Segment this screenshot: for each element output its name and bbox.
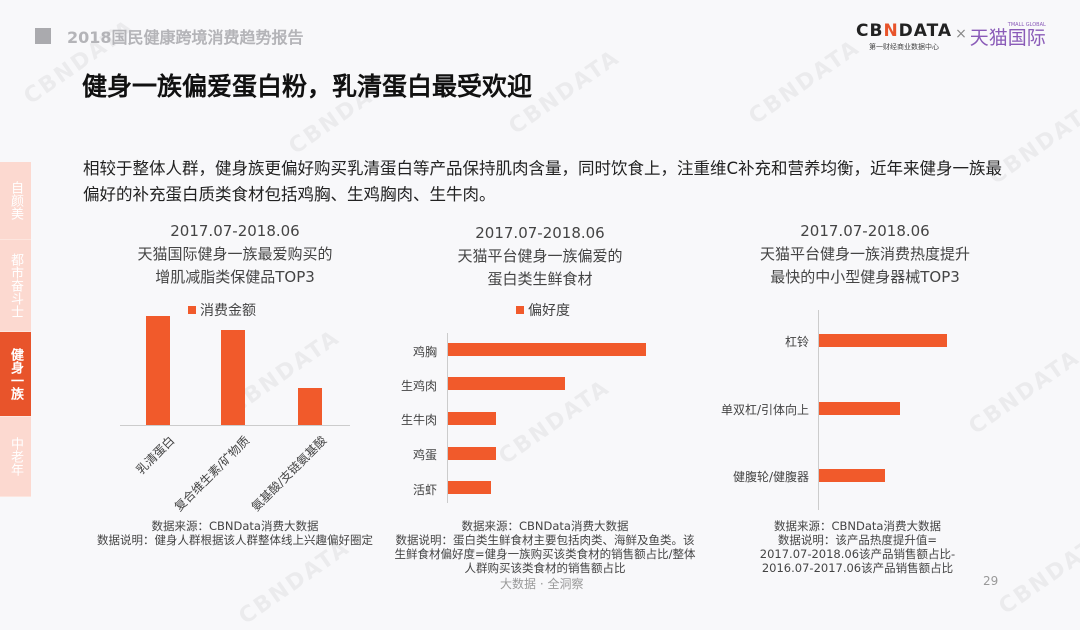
watermark: CBNDATA [234, 535, 355, 630]
chart1-title: 2017.07-2018.06 天猫国际健身一族最爱购买的 增肌减脂类保健品TO… [137, 222, 333, 286]
chart2-y-axis [447, 333, 448, 503]
chart2-legend: 偏好度 [516, 300, 570, 320]
sidenav-item-jianshen[interactable]: 健身一族 [0, 332, 31, 417]
chart3-ylabel-1: 单双杠/引体向上 [720, 403, 809, 417]
sidenav-item-ziyanmei[interactable]: 自颜美 [0, 162, 31, 240]
sidenav-item-dushi[interactable]: 都市奋斗士 [0, 240, 31, 332]
chart2-ylabel-4: 活虾 [412, 483, 437, 497]
section-sidenav: 自颜美 都市奋斗士 健身一族 中老年 [0, 162, 31, 497]
chart2-bar-2 [448, 412, 496, 425]
watermark: CBNDATA [964, 345, 1080, 440]
chart2-bar-0 [448, 343, 646, 356]
watermark: CBNDATA [994, 525, 1080, 620]
cbndata-logo: CBNDATA 第一财经商业数据中心 [856, 21, 953, 51]
header-square-icon [35, 28, 51, 44]
chart2-ylabel-0: 鸡胸 [412, 345, 437, 359]
sidenav-item-zhonglaonian[interactable]: 中老年 [0, 417, 31, 497]
chart3-ylabel-0: 杠铃 [784, 335, 809, 349]
chart1-bar-2 [298, 388, 322, 425]
chart1-legend: 消费金额 [188, 300, 256, 320]
chart1-xlabel-0: 乳清蛋白 [133, 433, 178, 478]
chart2-ylabel-3: 鸡蛋 [412, 448, 437, 462]
times-icon: × [955, 26, 967, 42]
chart2-bar-3 [448, 447, 496, 460]
chart3-note: 数据来源：CBNData消费大数据 数据说明：该产品热度提升值= 2017.07… [759, 519, 956, 575]
tmall-global-logo: TMALL GLOBAL 天猫国际 [969, 22, 1046, 49]
legend-swatch [188, 306, 196, 314]
page-number: 29 [983, 574, 999, 588]
chart1-note: 数据来源：CBNData消费大数据 数据说明：健身人群根据该人群整体线上兴趣偏好… [97, 519, 373, 547]
page-title: 健身一族偏爱蛋白粉，乳清蛋白最受欢迎 [82, 72, 533, 101]
cbndata-subtitle: 第一财经商业数据中心 [869, 43, 940, 51]
chart1-xlabel-2: 氨基酸/支链氨基酸 [248, 433, 330, 515]
chart2-bar-1 [448, 377, 565, 390]
chart2-note: 数据来源：CBNData消费大数据 数据说明：蛋白类生鲜食材主要包括肉类、海鲜及… [394, 519, 696, 575]
chart2-title: 2017.07-2018.06 天猫平台健身一族偏爱的 蛋白类生鲜食材 [457, 224, 623, 288]
chart1-bar-1 [221, 330, 245, 425]
chart3-title: 2017.07-2018.06 天猫平台健身一族消费热度提升 最快的中小型健身器… [759, 222, 970, 286]
chart2-ylabel-1: 生鸡肉 [400, 379, 437, 393]
intro-paragraph: 相较于整体人群，健身族更偏好购买乳清蛋白等产品保持肌肉含量，同时饮食上，注重维C… [83, 159, 1003, 204]
chart3-y-axis [818, 310, 819, 510]
chart3-ylabel-2: 健腹轮/健腹器 [732, 470, 809, 484]
chart3-bar-0 [819, 334, 947, 347]
chart1-bar-0 [146, 316, 170, 425]
report-title: 2018国民健康跨境消费趋势报告 [67, 28, 304, 47]
chart1-xlabel-1: 复合维生素/矿物质 [171, 433, 253, 515]
chart3-bar-2 [819, 469, 885, 482]
logo-group: CBNDATA 第一财经商业数据中心 × TMALL GLOBAL 天猫国际 [856, 22, 1046, 52]
legend-swatch [516, 306, 524, 314]
watermark: CBNDATA [744, 35, 865, 130]
footer-tagline: 大数据 · 全洞察 [500, 577, 584, 591]
chart3-bar-1 [819, 402, 900, 415]
chart2-ylabel-2: 生牛肉 [400, 413, 437, 427]
chart1-x-axis [120, 425, 350, 426]
chart2-bar-4 [448, 481, 491, 494]
